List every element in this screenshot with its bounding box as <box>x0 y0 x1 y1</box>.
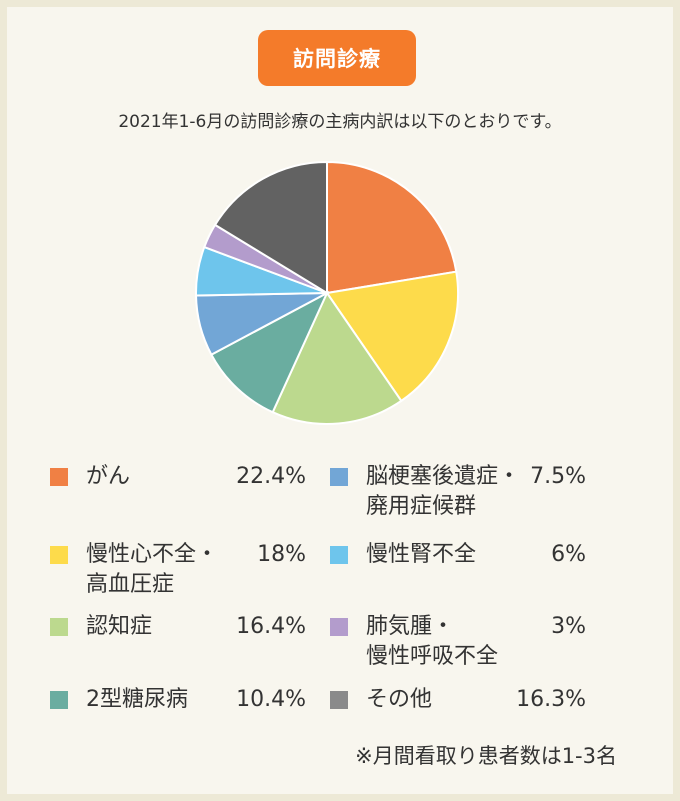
pie-slice-1 <box>325 270 459 403</box>
legend-item-cancer: がん 22.4% <box>50 462 306 522</box>
pie-chart <box>195 160 459 425</box>
pie-slices <box>195 160 459 425</box>
legend-label-line2: 高血圧症 <box>86 572 175 597</box>
pie-slice-7 <box>213 160 328 295</box>
legend-swatch <box>330 546 348 564</box>
legend-swatch <box>330 618 348 636</box>
legend-value: 6% <box>551 542 586 567</box>
legend-swatch <box>330 691 348 709</box>
legend-item-dementia: 認知症 16.4% <box>50 612 306 672</box>
legend-label: がん <box>86 464 131 489</box>
legend-label: 2型糖尿病 <box>86 687 188 712</box>
footnote: ※月間看取り患者数は1-3名 <box>355 744 617 768</box>
legend-value: 16.3% <box>516 687 586 712</box>
pie-slice-2 <box>271 290 403 425</box>
legend-item-heart-failure: 慢性心不全・ 高血圧症 18% <box>50 540 306 600</box>
legend-label-line2: 廃用症候群 <box>366 494 477 519</box>
legend-item-other: その他 16.3% <box>330 685 586 745</box>
legend-item-kidney: 慢性腎不全 6% <box>330 540 586 600</box>
legend-label: 脳梗塞後遺症・ <box>366 464 521 489</box>
legend-item-stroke: 脳梗塞後遺症・ 廃用症候群 7.5% <box>330 462 586 522</box>
legend-swatch <box>330 468 348 486</box>
legend-value: 7.5% <box>530 464 586 489</box>
info-card: 訪問診療 2021年1-6月の訪問診療の主病内訳は以下のとおりです。 がん 22… <box>7 7 673 794</box>
legend-label: 慢性腎不全 <box>366 542 477 567</box>
legend-swatch <box>50 546 68 564</box>
legend-item-diabetes: 2型糖尿病 10.4% <box>50 685 306 745</box>
legend-label-line2: 慢性呼吸不全 <box>366 644 499 669</box>
legend-value: 22.4% <box>236 464 306 489</box>
legend-item-emphysema: 肺気腫・ 慢性呼吸不全 3% <box>330 612 586 672</box>
legend-label: 認知症 <box>86 614 153 639</box>
legend-value: 16.4% <box>236 614 306 639</box>
legend-swatch <box>50 691 68 709</box>
chart-subtitle: 2021年1-6月の訪問診療の主病内訳は以下のとおりです。 <box>118 112 562 132</box>
pie-slice-3 <box>210 290 330 414</box>
pie-slice-0 <box>326 160 458 295</box>
legend-value: 18% <box>257 542 306 567</box>
legend-label: 慢性心不全・ <box>86 542 219 567</box>
legend-label: 肺気腫・ <box>366 614 455 639</box>
legend-label: その他 <box>366 687 433 712</box>
legend-value: 10.4% <box>236 687 306 712</box>
legend-swatch <box>50 468 68 486</box>
legend-swatch <box>50 618 68 636</box>
section-badge: 訪問診療 <box>258 30 416 86</box>
legend-value: 3% <box>551 614 586 639</box>
